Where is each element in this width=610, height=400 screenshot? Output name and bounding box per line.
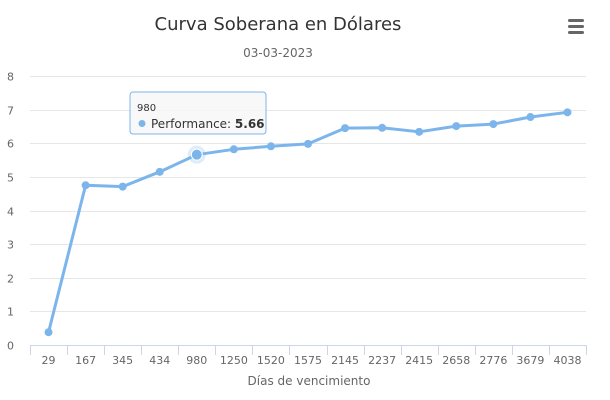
- tooltip-box: [129, 91, 267, 135]
- x-tick-label: 1520: [257, 354, 285, 367]
- x-tick-label: 980: [186, 354, 207, 367]
- data-point[interactable]: [304, 139, 312, 148]
- x-tick-label: 2658: [442, 354, 470, 367]
- x-axis-tick-labels: 29 167 345 434 980 1250 1520 1575 2145 2237 2415 26…: [42, 354, 582, 367]
- x-tick-label: 345: [112, 354, 133, 367]
- y-tick-label: 6: [7, 138, 14, 151]
- data-point[interactable]: [229, 145, 238, 154]
- x-tick-label: 1575: [294, 354, 322, 367]
- data-point[interactable]: [415, 127, 424, 136]
- tooltip-series-bullet-icon: [138, 120, 146, 127]
- y-tick-label: 5: [7, 172, 14, 185]
- chart-subtitle: 03-03-2023: [243, 46, 313, 60]
- data-point[interactable]: [452, 122, 461, 131]
- y-tick-label: 8: [7, 71, 14, 84]
- y-tick-label: 7: [7, 105, 14, 118]
- x-axis: [30, 345, 587, 355]
- data-point[interactable]: [44, 328, 53, 337]
- series-performance-markers[interactable]: [44, 108, 572, 337]
- x-tick-label: 3679: [516, 354, 544, 367]
- data-point[interactable]: [378, 123, 387, 132]
- x-tick-label: 2415: [405, 354, 433, 367]
- x-tick-label: 434: [149, 354, 170, 367]
- tooltip-series-line: Performance: 5.66: [151, 117, 265, 131]
- x-tick-label: 2145: [331, 354, 359, 367]
- data-point[interactable]: [526, 113, 535, 122]
- chart-title: Curva Soberana en Dólares: [155, 14, 402, 35]
- x-tick-label: 29: [42, 354, 56, 367]
- y-tick-label: 0: [7, 340, 14, 353]
- data-point[interactable]: [81, 181, 90, 190]
- data-point[interactable]: [489, 120, 498, 129]
- x-tick-label: 2776: [479, 354, 507, 367]
- y-tick-label: 4: [7, 206, 14, 219]
- hamburger-menu-icon: [568, 19, 584, 34]
- data-point[interactable]: [563, 108, 572, 117]
- tooltip-value: 5.66: [235, 117, 265, 131]
- x-tick-label: 1250: [220, 354, 248, 367]
- y-tick-label: 3: [7, 239, 14, 252]
- data-point-hovered[interactable]: [190, 148, 203, 161]
- data-point[interactable]: [266, 142, 275, 151]
- y-tick-label: 1: [7, 306, 14, 319]
- x-axis-title: Días de vencimiento: [248, 374, 371, 388]
- x-tick-label: 2237: [368, 354, 396, 367]
- tooltip: 980 Performance: 5.66: [129, 91, 267, 135]
- x-tick-label: 167: [75, 354, 96, 367]
- y-tick-label: 2: [7, 273, 14, 286]
- chart-menu-button[interactable]: [561, 14, 591, 40]
- y-axis-tick-labels: 0 1 2 3 4 5 6 7 8: [7, 71, 14, 353]
- tooltip-category: 980: [137, 103, 156, 114]
- data-point[interactable]: [341, 124, 350, 133]
- tooltip-series-name: Performance: [151, 117, 227, 131]
- x-tick-label: 4038: [553, 354, 581, 367]
- data-point[interactable]: [118, 182, 127, 191]
- data-point[interactable]: [155, 167, 164, 176]
